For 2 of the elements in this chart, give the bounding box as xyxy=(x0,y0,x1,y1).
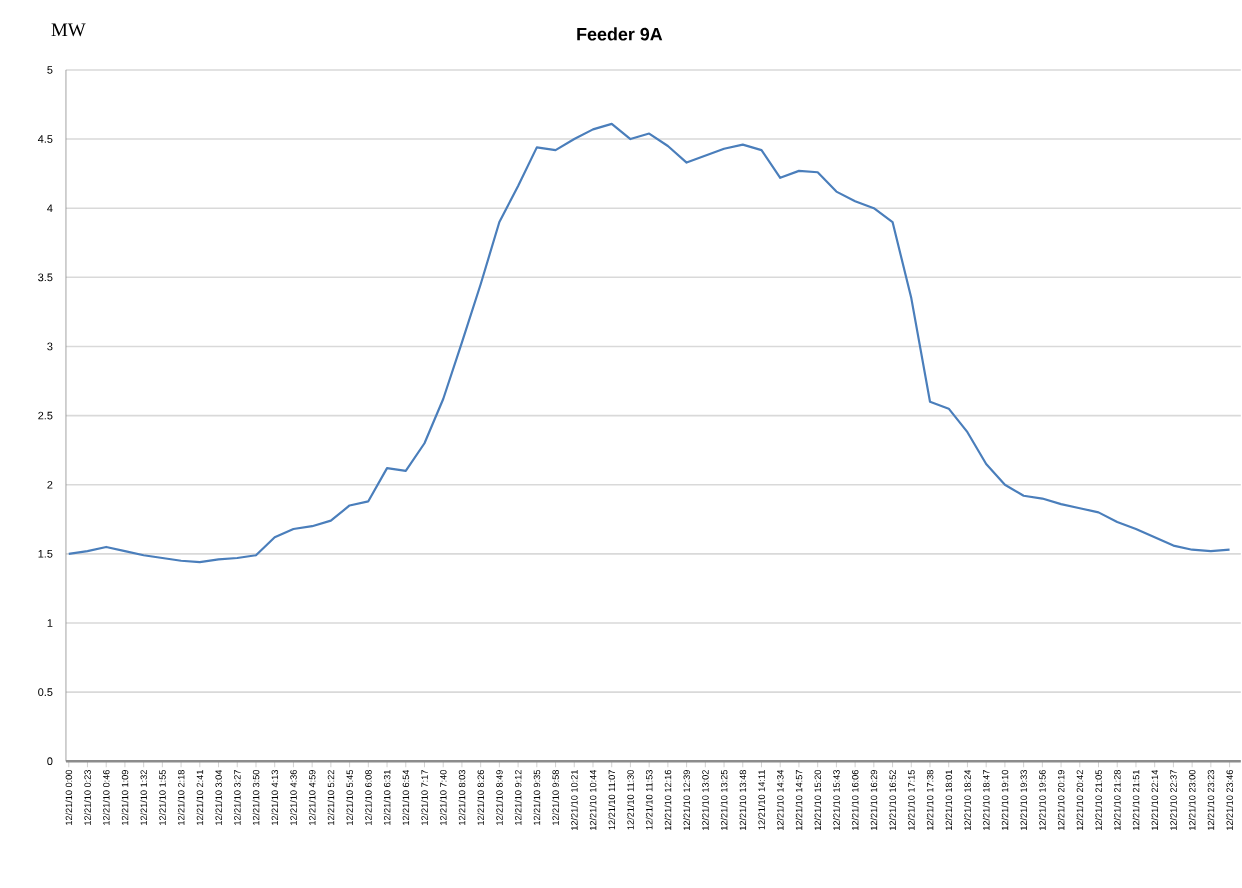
y-axis-title: MW xyxy=(51,24,86,37)
chart-title: Feeder 9A xyxy=(577,27,663,41)
